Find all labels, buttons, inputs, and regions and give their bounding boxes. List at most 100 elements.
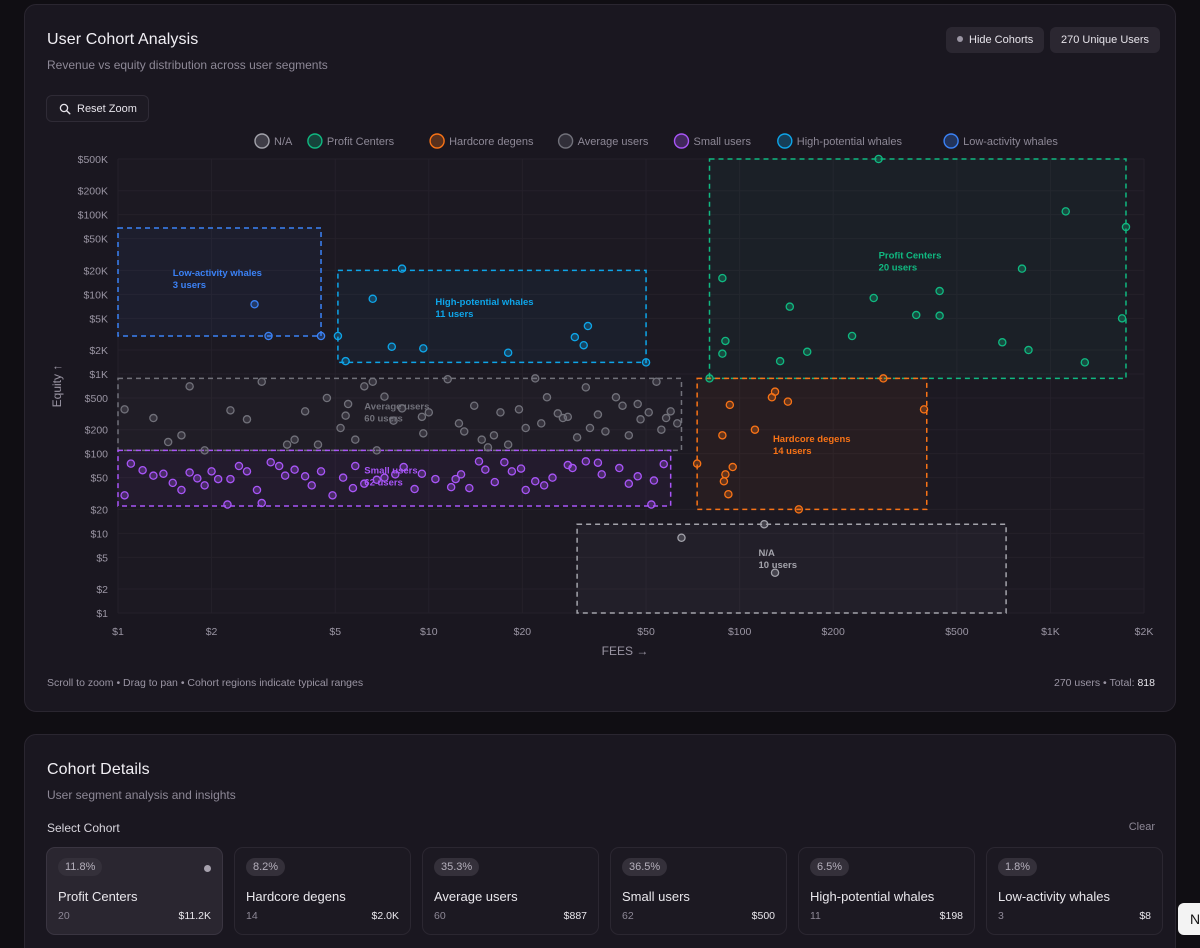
data-point[interactable] [585, 423, 595, 433]
data-point[interactable] [879, 374, 888, 383]
legend-item[interactable]: N/A [254, 133, 293, 149]
data-point[interactable] [338, 473, 348, 482]
data-point[interactable] [419, 344, 428, 353]
data-point[interactable] [583, 321, 593, 331]
data-point[interactable] [624, 479, 634, 488]
data-point[interactable] [570, 332, 580, 342]
data-point[interactable] [666, 407, 675, 416]
data-point[interactable] [397, 404, 407, 413]
data-point[interactable] [641, 358, 651, 367]
data-point[interactable] [998, 338, 1007, 347]
data-point[interactable] [673, 419, 682, 428]
data-point[interactable] [226, 406, 235, 415]
data-point[interactable] [601, 427, 610, 436]
data-point[interactable] [718, 273, 727, 283]
legend-item[interactable]: Small users [673, 133, 752, 149]
data-point[interactable] [581, 457, 591, 466]
data-point[interactable] [307, 481, 316, 490]
data-point[interactable] [794, 505, 804, 514]
reset-zoom-button[interactable]: Reset Zoom [46, 95, 149, 122]
data-point[interactable] [328, 491, 337, 500]
edge-overlay-button[interactable]: N [1178, 903, 1200, 935]
data-point[interactable] [657, 425, 666, 434]
data-point[interactable] [581, 383, 591, 392]
data-point[interactable] [300, 407, 310, 416]
cohort-card-low-activity-whales[interactable]: 1.8% Low-activity whales 3 $8 [986, 847, 1163, 935]
data-point[interactable] [149, 471, 158, 480]
data-point[interactable] [443, 374, 452, 384]
data-point[interactable] [138, 465, 147, 475]
data-point[interactable] [597, 470, 606, 479]
data-point[interactable] [316, 331, 326, 341]
data-point[interactable] [120, 405, 129, 414]
data-point[interactable] [652, 377, 661, 386]
clear-button[interactable]: Clear [1128, 821, 1155, 833]
data-point[interactable] [553, 409, 563, 418]
data-point[interactable] [633, 399, 642, 409]
data-point[interactable] [465, 483, 474, 493]
data-point[interactable] [234, 461, 244, 471]
data-point[interactable] [503, 348, 513, 357]
data-point[interactable] [360, 382, 369, 391]
data-point[interactable] [705, 374, 714, 383]
data-point[interactable] [647, 500, 656, 509]
data-point[interactable] [417, 469, 427, 478]
data-point[interactable] [542, 393, 552, 402]
data-point[interactable] [264, 331, 273, 341]
cohort-card-profit-centers[interactable]: 11.8% Profit Centers 20 $11.2K [46, 847, 223, 935]
data-point[interactable] [300, 472, 310, 481]
data-point[interactable] [193, 474, 202, 483]
data-point[interactable] [451, 474, 460, 484]
data-point[interactable] [725, 400, 735, 410]
data-point[interactable] [372, 446, 382, 455]
data-point[interactable] [207, 467, 216, 476]
data-point[interactable] [481, 465, 490, 474]
cohort-card-hardcore-degens[interactable]: 8.2% Hardcore degens 14 $2.0K [234, 847, 411, 935]
data-point[interactable] [624, 431, 634, 440]
data-point[interactable] [759, 520, 769, 529]
data-point[interactable] [252, 485, 262, 495]
data-point[interactable] [558, 413, 568, 423]
data-point[interactable] [785, 302, 795, 311]
data-point[interactable] [477, 435, 486, 444]
data-point[interactable] [341, 356, 350, 366]
data-point[interactable] [593, 410, 603, 419]
data-point[interactable] [290, 435, 299, 444]
data-point[interactable] [503, 440, 513, 449]
data-point[interactable] [226, 474, 235, 484]
data-point[interactable] [333, 331, 343, 341]
data-point[interactable] [399, 462, 408, 472]
data-point[interactable] [446, 482, 456, 492]
data-point[interactable] [636, 415, 645, 424]
data-point[interactable] [721, 470, 730, 479]
data-point[interactable] [516, 464, 526, 473]
data-point[interactable] [1024, 345, 1033, 355]
data-point[interactable] [483, 443, 493, 452]
data-point[interactable] [1080, 358, 1090, 367]
data-point[interactable] [935, 311, 944, 320]
data-point[interactable] [200, 481, 209, 490]
data-point[interactable] [290, 465, 299, 474]
data-point[interactable] [661, 413, 671, 423]
data-point[interactable] [775, 356, 785, 366]
data-point[interactable] [1061, 207, 1070, 216]
data-point[interactable] [177, 431, 186, 440]
data-point[interactable] [185, 468, 194, 477]
data-point[interactable] [348, 483, 358, 493]
data-point[interactable] [496, 408, 505, 417]
hide-cohorts-button[interactable]: Hide Cohorts [946, 27, 1045, 53]
data-point[interactable] [490, 477, 500, 487]
data-point[interactable] [677, 533, 686, 543]
data-point[interactable] [719, 477, 729, 486]
legend-item[interactable]: Low-activity whales [943, 133, 1058, 149]
data-point[interactable] [360, 479, 369, 488]
data-point[interactable] [343, 399, 353, 409]
data-point[interactable] [242, 467, 252, 476]
data-point[interactable] [424, 408, 434, 417]
data-point[interactable] [257, 498, 266, 508]
data-point[interactable] [649, 476, 659, 485]
data-point[interactable] [419, 429, 428, 438]
data-point[interactable] [489, 431, 499, 440]
data-point[interactable] [935, 286, 944, 296]
data-point[interactable] [126, 459, 136, 468]
